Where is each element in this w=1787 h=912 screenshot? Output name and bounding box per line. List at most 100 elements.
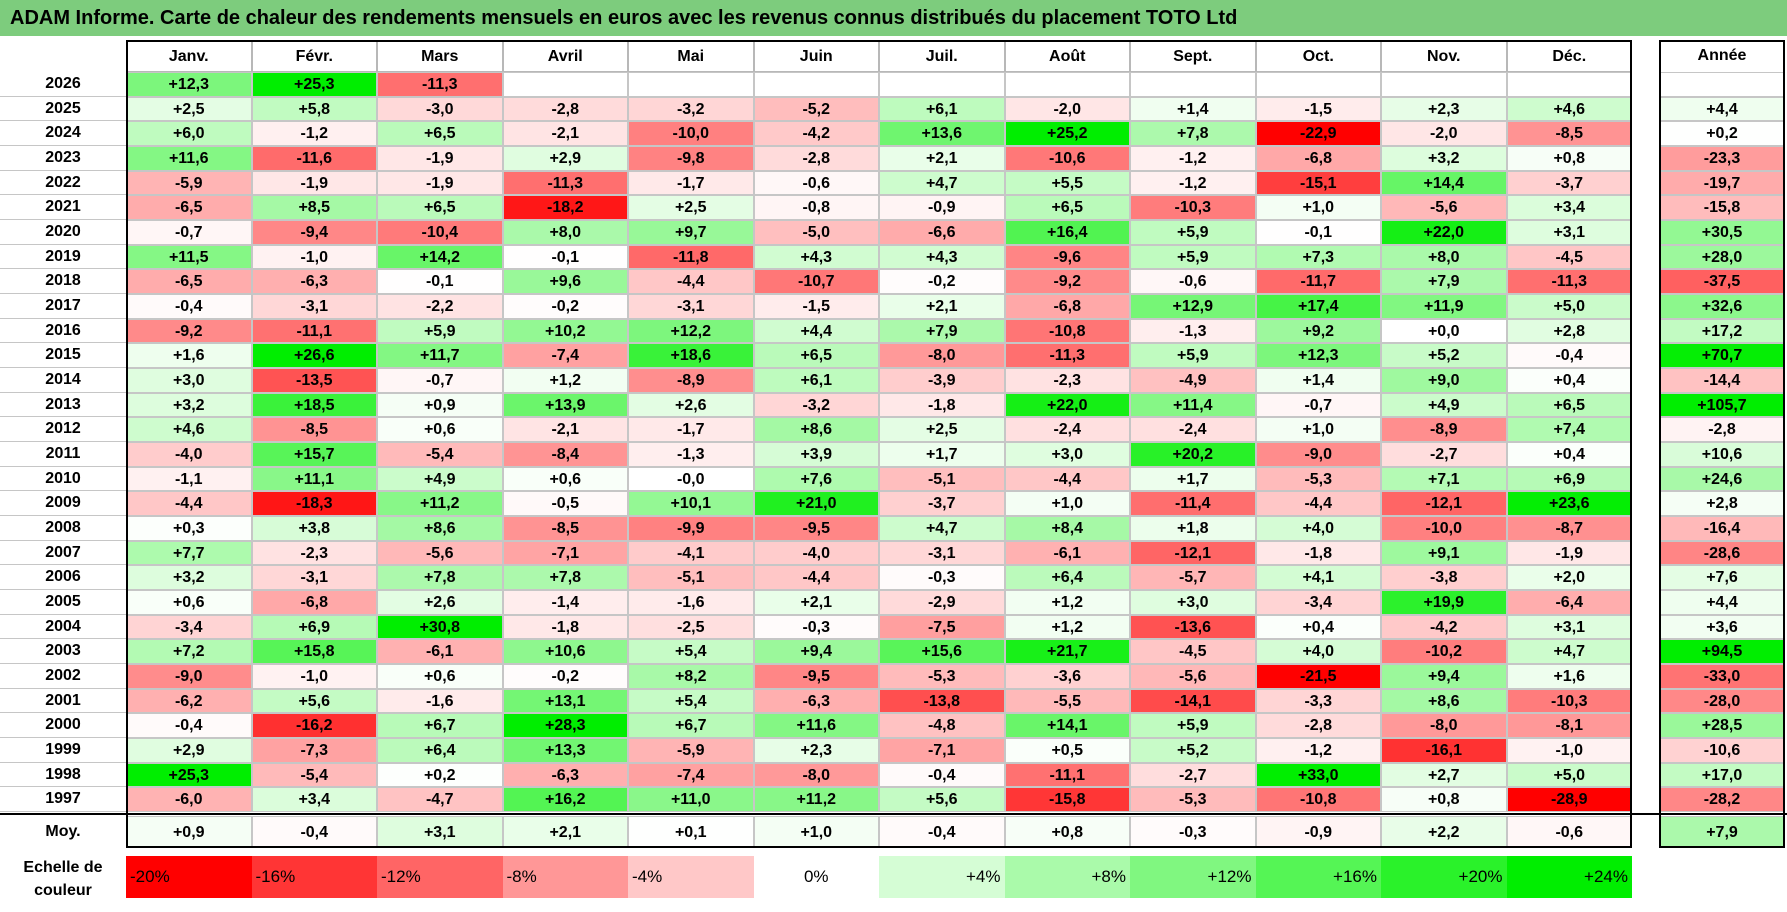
heatmap-cell: -2,8 [502, 96, 628, 122]
average-cell: +0,8 [1004, 816, 1130, 849]
heatmap-cell: -6,8 [251, 590, 377, 615]
heatmap-cell: +5,9 [1130, 244, 1256, 270]
heatmap-cell: -2,2 [377, 294, 503, 319]
month-header: Juil. [879, 40, 1005, 72]
heatmap-cell: +3,4 [1506, 195, 1632, 220]
annual-cell: +105,7 [1659, 392, 1785, 418]
heatmap-cell: +9,1 [1381, 540, 1507, 566]
scale-swatch: +20% [1381, 856, 1507, 898]
heatmap-cell: -11,3 [502, 170, 628, 196]
heatmap-cell: -2,1 [502, 121, 628, 146]
month-header: Oct. [1255, 40, 1381, 72]
heatmap-cell: +1,0 [1004, 491, 1130, 517]
heatmap-cell: -6,1 [377, 639, 503, 665]
heatmap-cell: +1,4 [1255, 368, 1381, 393]
heatmap-cell: +2,5 [879, 417, 1005, 443]
heatmap-cell: +14,2 [377, 244, 503, 270]
annual-cell: -10,6 [1659, 738, 1785, 763]
heatmap-cell: -2,3 [251, 540, 377, 566]
heatmap-cell: +11,2 [377, 491, 503, 517]
heatmap-cell: +5,2 [1130, 738, 1256, 763]
heatmap-cell: +4,1 [1255, 565, 1381, 591]
heatmap-cell: +7,6 [753, 466, 879, 492]
heatmap-cell: +4,7 [879, 516, 1005, 541]
heatmap-cell: -1,9 [377, 146, 503, 171]
heatmap-cell: +7,9 [879, 318, 1005, 344]
heatmap-cell: -6,3 [251, 269, 377, 295]
heatmap-cell: -2,7 [1381, 442, 1507, 467]
annual-cell: +28,0 [1659, 244, 1785, 270]
heatmap-cell: -1,6 [628, 590, 754, 615]
heatmap-cell: +0,4 [1255, 614, 1381, 640]
heatmap-cell: +5,6 [251, 688, 377, 714]
heatmap-cell: -11,8 [628, 244, 754, 270]
heatmap-cell: -4,4 [1255, 491, 1381, 517]
scale-caption: Echelle de couleur [23, 859, 103, 899]
heatmap-cell: -9,8 [628, 146, 754, 171]
heatmap-cell: +2,6 [377, 590, 503, 615]
year-label: 2022 [0, 171, 126, 196]
year-label: 2023 [0, 146, 126, 171]
heatmap-cell: -0,4 [126, 294, 252, 319]
heatmap-cell: -0,2 [879, 269, 1005, 295]
heatmap-cell: -3,4 [126, 614, 252, 640]
heatmap-cell: -10,7 [753, 269, 879, 295]
heatmap-cell: +2,9 [126, 738, 252, 763]
heatmap-cell: +5,5 [1004, 170, 1130, 196]
heatmap-cell: -9,5 [753, 664, 879, 689]
heatmap-cell: -4,9 [1130, 368, 1256, 393]
average-cell: +0,1 [628, 816, 754, 849]
heatmap-cell: +10,1 [628, 491, 754, 517]
page-title: ADAM Informe. Carte de chaleur des rende… [0, 0, 1787, 36]
heatmap-cell: -9,9 [628, 516, 754, 541]
heatmap-cell: -2,0 [1004, 96, 1130, 122]
heatmap-cell: -10,4 [377, 220, 503, 245]
heatmap-cell: -4,1 [628, 540, 754, 566]
heatmap-cell: -5,2 [753, 96, 879, 122]
heatmap-cell: +3,1 [1506, 614, 1632, 640]
heatmap-cell: -0,3 [879, 565, 1005, 591]
heatmap-cell: -1,0 [1506, 738, 1632, 763]
heatmap-cell: +4,9 [1381, 392, 1507, 418]
heatmap-cell: +7,7 [126, 540, 252, 566]
heatmap-cell: +11,9 [1381, 294, 1507, 319]
heatmap-cell: +20,2 [1130, 442, 1256, 467]
heatmap-cell [753, 72, 879, 97]
heatmap-cell [502, 72, 628, 97]
heatmap-cell [879, 72, 1005, 97]
heatmap-cell: +8,6 [753, 417, 879, 443]
heatmap-cell: +5,4 [628, 688, 754, 714]
heatmap-cell: +6,1 [753, 368, 879, 393]
heatmap-cell: -1,2 [1255, 738, 1381, 763]
heatmap-cell: -28,9 [1506, 787, 1632, 813]
heatmap-cell: +5,9 [377, 318, 503, 344]
annual-cell: +7,6 [1659, 565, 1785, 591]
annual-cell: -28,2 [1659, 787, 1785, 813]
heatmap-cell: +2,7 [1381, 762, 1507, 788]
heatmap-cell: +11,5 [126, 244, 252, 270]
average-cell: -0,3 [1130, 816, 1256, 849]
year-label: 2024 [0, 121, 126, 146]
heatmap-cell: -0,3 [753, 614, 879, 640]
heatmap-cell: -3,7 [1506, 170, 1632, 196]
heatmap-cell: +2,5 [126, 96, 252, 122]
year-label: 1997 [0, 787, 126, 813]
annual-cell: +4,4 [1659, 590, 1785, 615]
heatmap-cell: +10,2 [502, 318, 628, 344]
heatmap-cell: +15,8 [251, 639, 377, 665]
heatmap-cell: +3,2 [126, 565, 252, 591]
heatmap-cell: -0,4 [1506, 343, 1632, 369]
heatmap-cell: -0,2 [502, 294, 628, 319]
heatmap-cell: +25,2 [1004, 121, 1130, 146]
year-label: 2017 [0, 294, 126, 319]
heatmap-cell: -6,0 [126, 787, 252, 813]
heatmap-cell: +2,8 [1506, 318, 1632, 344]
heatmap-cell: +16,4 [1004, 220, 1130, 245]
annual-cell: -23,3 [1659, 146, 1785, 171]
heatmap-cell: +22,0 [1381, 220, 1507, 245]
heatmap-cell: -7,3 [251, 738, 377, 763]
heatmap-cell: -5,9 [126, 170, 252, 196]
heatmap-cell: -1,1 [126, 466, 252, 492]
year-label: 2003 [0, 639, 126, 665]
year-label: 2011 [0, 442, 126, 467]
